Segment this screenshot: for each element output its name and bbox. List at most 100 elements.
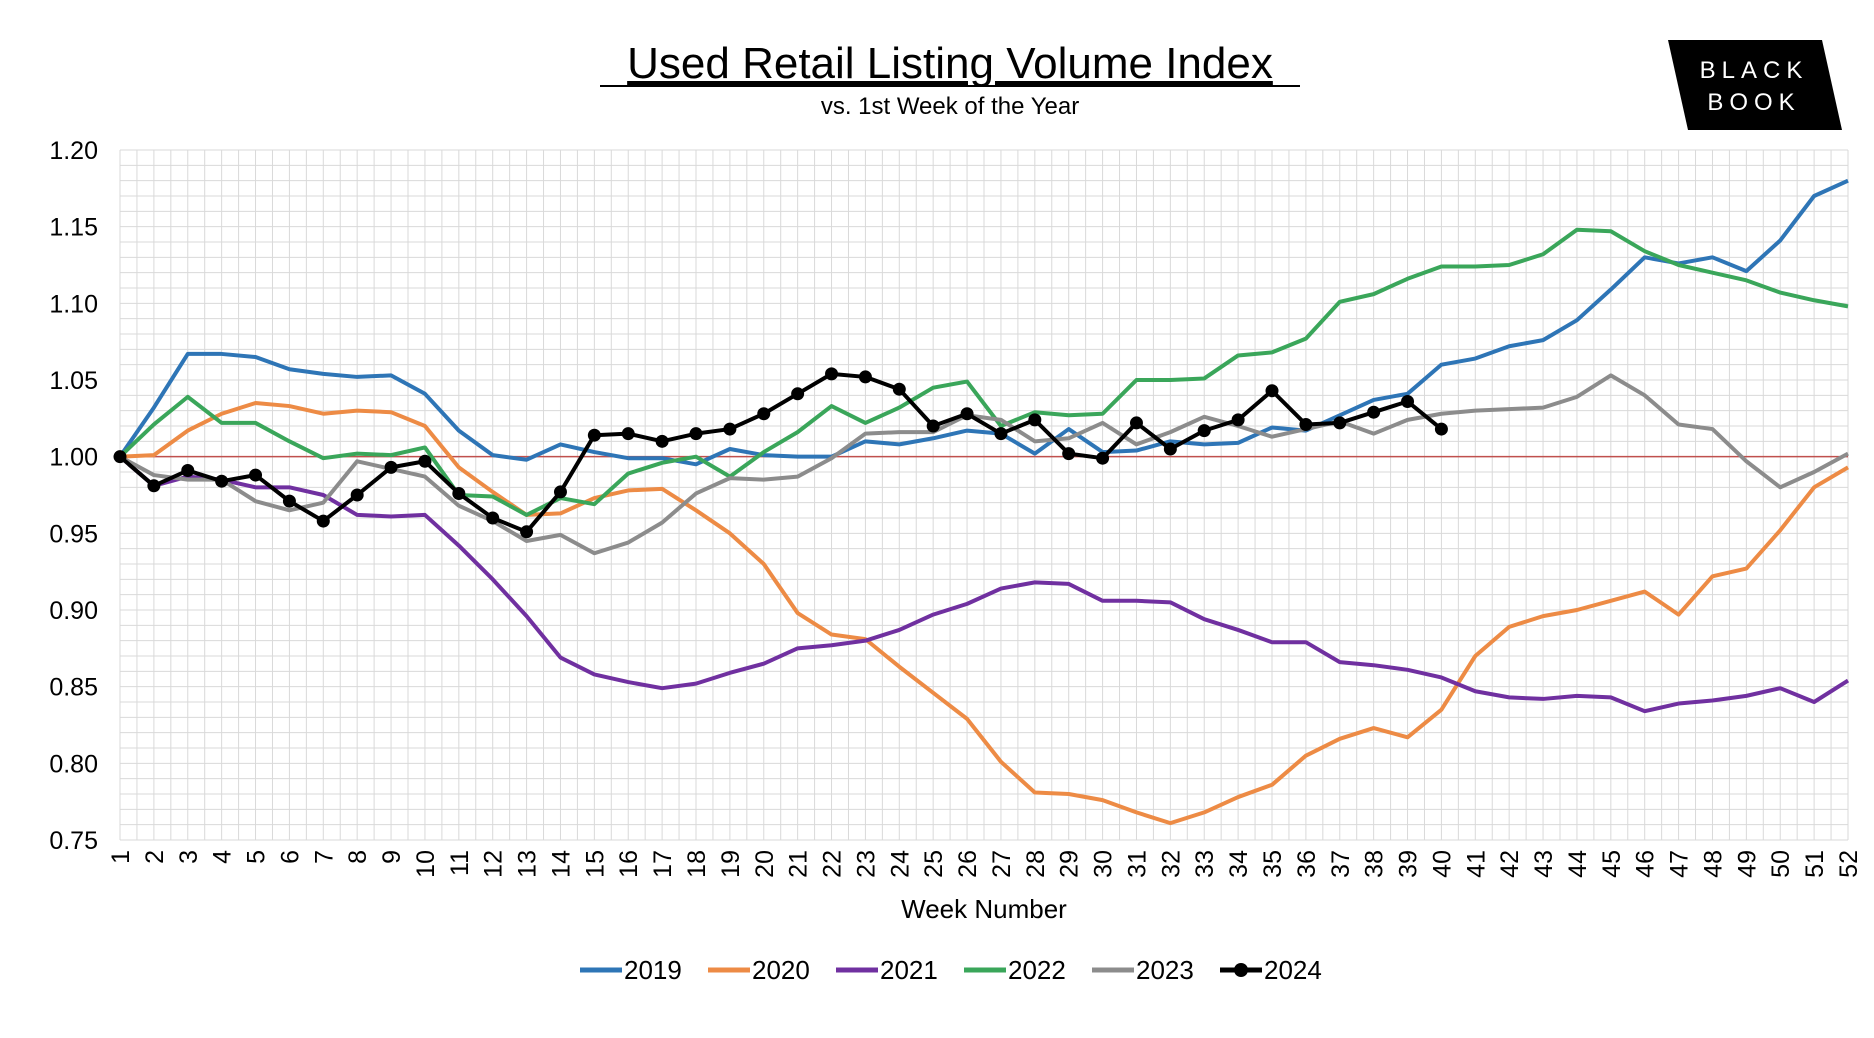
x-tick-label: 30 — [1090, 850, 1118, 878]
x-tick-label: 19 — [717, 850, 745, 878]
x-tick-label: 16 — [615, 850, 643, 878]
data-point-2024 — [1401, 394, 1415, 408]
x-tick-label: 12 — [480, 850, 508, 878]
series-line-2023 — [119, 373, 1849, 556]
x-tick-label: 1 — [107, 850, 135, 864]
y-tick-label: 1.05 — [49, 367, 98, 395]
x-tick-label: 26 — [954, 850, 982, 878]
data-point-2024 — [689, 427, 703, 441]
data-point-2024 — [892, 382, 906, 396]
data-point-2024 — [926, 419, 940, 433]
x-tick-label: 27 — [988, 850, 1016, 878]
x-tick-label: 47 — [1666, 850, 1694, 878]
legend-item-2023: 2023 — [1092, 955, 1194, 985]
x-tick-label: 29 — [1056, 850, 1084, 878]
x-axis-label: Week Number — [901, 894, 1067, 924]
data-point-2024 — [282, 494, 296, 508]
data-point-2024 — [1197, 424, 1211, 438]
data-point-2024 — [1096, 451, 1110, 465]
data-point-2024 — [215, 474, 229, 488]
legend: 2019 2020 2021 2022 2023 2024 — [580, 955, 1322, 985]
data-point-2024 — [587, 428, 601, 442]
x-tick-label: 22 — [819, 850, 847, 878]
data-point-2024 — [858, 370, 872, 384]
y-axis-ticks: 1.20 1.15 1.10 1.05 1.00 0.95 0.90 0.85 0.80 0.75 — [49, 137, 98, 855]
x-tick-label: 49 — [1733, 850, 1761, 878]
x-tick-label: 37 — [1327, 850, 1355, 878]
x-tick-label: 35 — [1259, 850, 1287, 878]
data-point-2024 — [621, 427, 635, 441]
x-tick-label: 13 — [514, 850, 542, 878]
x-tick-label: 9 — [378, 850, 406, 864]
x-tick-label: 39 — [1395, 850, 1423, 878]
x-tick-label: 46 — [1632, 850, 1660, 878]
x-tick-label: 15 — [581, 850, 609, 878]
x-tick-label: 43 — [1530, 850, 1558, 878]
chart-title: Used Retail Listing Volume Index — [627, 39, 1273, 88]
legend-marker — [1234, 963, 1248, 977]
black-book-logo: BLACK BOOK — [1668, 40, 1842, 130]
data-point-2024 — [520, 525, 534, 539]
y-tick-label: 0.80 — [49, 750, 98, 778]
x-tick-label: 14 — [547, 850, 575, 878]
series-2024 — [113, 367, 1448, 539]
x-tick-label: 8 — [344, 850, 372, 864]
x-tick-label: 25 — [920, 850, 948, 878]
legend-item-2022: 2022 — [964, 955, 1066, 985]
data-point-2024 — [1333, 416, 1347, 430]
legend-item-2024: 2024 — [1220, 955, 1322, 985]
data-point-2024 — [655, 434, 669, 448]
series-line-2022 — [118, 227, 1849, 517]
x-tick-label: 40 — [1428, 850, 1456, 878]
y-tick-label: 0.85 — [49, 674, 98, 702]
data-point-2024 — [113, 450, 127, 464]
series-line-2019 — [118, 178, 1849, 467]
x-tick-label: 31 — [1123, 850, 1151, 878]
x-tick-label: 18 — [683, 850, 711, 878]
data-point-2024 — [960, 407, 974, 421]
x-tick-label: 3 — [175, 850, 203, 864]
x-tick-label: 24 — [886, 850, 914, 878]
data-point-2024 — [384, 460, 398, 474]
legend-item-2021: 2021 — [836, 955, 938, 985]
x-tick-label: 20 — [751, 850, 779, 878]
grid — [119, 149, 1849, 841]
x-tick-label: 17 — [649, 850, 677, 878]
legend-item-2019: 2019 — [580, 955, 682, 985]
series-2023 — [119, 373, 1849, 556]
y-tick-label: 1.15 — [49, 214, 98, 242]
x-tick-label: 23 — [852, 850, 880, 878]
y-tick-label: 0.95 — [49, 520, 98, 548]
x-tick-label: 48 — [1699, 850, 1727, 878]
chart-subtitle: vs. 1st Week of the Year — [821, 93, 1079, 120]
legend-label: 2022 — [1008, 955, 1066, 985]
y-tick-label: 0.75 — [49, 827, 98, 855]
x-tick-label: 50 — [1767, 850, 1795, 878]
data-point-2024 — [994, 427, 1008, 441]
logo-line-2: BOOK — [1707, 89, 1800, 116]
x-tick-label: 51 — [1801, 850, 1829, 878]
data-point-2024 — [249, 468, 263, 482]
data-point-2024 — [1062, 447, 1076, 461]
series-2020 — [119, 401, 1850, 826]
series-2019 — [118, 178, 1849, 467]
x-axis-ticks: 1 2 3 4 5 6 7 8 9 10 11 12 13 14 15 16 17 18 19 20 21 22 23 24 2… — [107, 850, 1863, 878]
data-point-2024 — [1434, 422, 1448, 436]
legend-label: 2020 — [752, 955, 810, 985]
x-tick-label: 41 — [1462, 850, 1490, 878]
y-tick-label: 1.20 — [49, 137, 98, 165]
data-point-2024 — [791, 387, 805, 401]
data-point-2024 — [553, 485, 567, 499]
x-tick-label: 38 — [1361, 850, 1389, 878]
x-tick-label: 21 — [785, 850, 813, 878]
data-point-2024 — [1299, 417, 1313, 431]
x-tick-label: 11 — [446, 850, 474, 876]
series-line-2020 — [119, 401, 1850, 826]
x-tick-label: 52 — [1835, 850, 1863, 878]
x-tick-label: 42 — [1496, 850, 1524, 878]
x-tick-label: 32 — [1157, 850, 1185, 878]
series-group — [113, 178, 1850, 826]
x-tick-label: 10 — [412, 850, 440, 878]
data-point-2024 — [452, 486, 466, 500]
